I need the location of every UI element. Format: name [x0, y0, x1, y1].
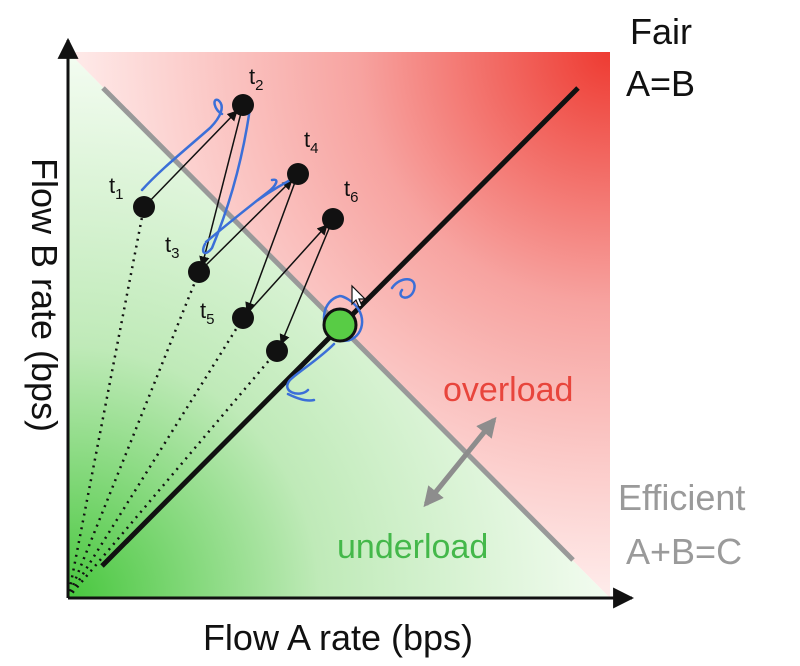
y-axis-label: Flow B rate (bps) — [24, 158, 65, 432]
point-t2 — [232, 94, 254, 116]
point-t6 — [322, 208, 344, 230]
x-axis-label: Flow A rate (bps) — [203, 617, 473, 658]
fair-title: Fair — [630, 11, 692, 52]
cursor-icon — [351, 284, 367, 308]
point-t5 — [232, 307, 254, 329]
efficient-equation: A+B=C — [626, 531, 742, 572]
fair-equation: A=B — [626, 63, 695, 104]
handwritten-annotation — [140, 98, 416, 402]
origin-rays — [66, 206, 278, 599]
point-t4 — [287, 163, 309, 185]
label-t2: t2 — [249, 64, 263, 94]
label-t4: t4 — [304, 127, 318, 157]
equilibrium-point — [322, 307, 358, 343]
point-t7 — [266, 340, 288, 362]
underload-label: underload — [337, 528, 488, 566]
label-t5: t5 — [200, 298, 214, 328]
load-direction-arrow — [423, 416, 497, 508]
trajectory-arrows — [143, 104, 334, 345]
point-t3 — [188, 261, 210, 283]
point-t1 — [133, 196, 155, 218]
efficient-title: Efficient — [618, 477, 745, 518]
label-t1: t1 — [109, 173, 123, 203]
label-t3: t3 — [165, 232, 179, 262]
label-t6: t6 — [344, 176, 358, 206]
overload-label: overload — [443, 371, 573, 409]
